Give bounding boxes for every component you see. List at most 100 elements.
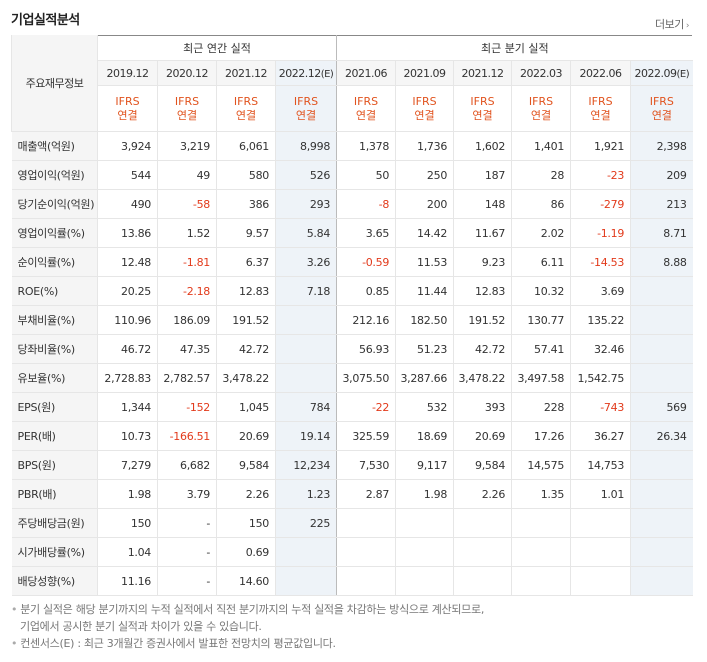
value-cell: 1,921 [570, 131, 631, 161]
value-cell [453, 566, 512, 596]
value-cell: 8.88 [630, 247, 693, 277]
row-label: 영업이익률(%) [11, 218, 98, 248]
value-cell: 12.48 [97, 247, 158, 277]
value-cell [630, 479, 693, 509]
value-cell: 2,728.83 [97, 363, 158, 393]
period-header: 2021.06 [336, 60, 396, 86]
value-cell: -22 [336, 392, 396, 422]
table-row: 당기순이익(억원) 490 -58 386 293 -8 200 148 86 -279 213 [11, 189, 693, 219]
value-cell: 2,782.57 [157, 363, 217, 393]
value-cell: 1.98 [395, 479, 454, 509]
value-cell: 191.52 [216, 305, 276, 335]
value-cell: 19.14 [274, 421, 337, 451]
table-row: 영업이익률(%) 13.86 1.52 9.57 5.84 3.65 14.42 11.67 2… [11, 218, 693, 248]
value-cell: -1.19 [570, 218, 631, 248]
ifrs-label: IFRS 연결 [157, 85, 217, 132]
value-cell: 46.72 [97, 334, 158, 364]
value-cell: 42.72 [216, 334, 276, 364]
value-cell: 7,530 [336, 450, 396, 480]
value-cell [630, 305, 693, 335]
value-cell: 9,584 [216, 450, 276, 480]
value-cell: 14.42 [395, 218, 454, 248]
period-header: 2019.12 [97, 60, 158, 86]
estimate-mark: (E) [676, 68, 690, 80]
value-cell: 3,287.66 [395, 363, 454, 393]
ifrs-label: IFRS 연결 [630, 85, 693, 132]
more-label: 더보기 [655, 18, 684, 31]
value-cell [453, 508, 512, 538]
value-cell [336, 566, 396, 596]
value-cell: -8 [336, 189, 396, 219]
value-cell: 36.27 [570, 421, 631, 451]
value-cell: 26.34 [630, 421, 693, 451]
more-link[interactable]: 더보기 › [655, 16, 690, 32]
table-row: 매출액(억원) 3,924 3,219 6,061 8,998 1,378 1,736 1,6… [11, 131, 693, 161]
value-cell [630, 276, 693, 306]
value-cell: 8,998 [274, 131, 337, 161]
value-cell: 1,542.75 [570, 363, 631, 393]
table-row: 순이익률(%) 12.48 -1.81 6.37 3.26 -0.59 11.53 9.23 6… [11, 247, 693, 277]
value-cell: 18.69 [395, 421, 454, 451]
value-cell: 7,279 [97, 450, 158, 480]
value-cell: 2.26 [453, 479, 512, 509]
row-label: ROE(%) [11, 276, 98, 306]
value-cell: 9,117 [395, 450, 454, 480]
ifrs-label: IFRS 연결 [511, 85, 571, 132]
value-cell: 526 [274, 160, 337, 190]
value-cell: 51.23 [395, 334, 454, 364]
footnote-1: • 분기 실적은 해당 분기까지의 누적 실적에서 직전 분기까지의 누적 실적을… [11, 603, 485, 616]
financial-table: 주요재무정보 최근 연간 실적 최근 분기 실적 2019.12 2020.12 2… [11, 35, 693, 596]
value-cell: 3.79 [157, 479, 217, 509]
ifrs-label: IFRS 연결 [395, 85, 454, 132]
value-cell: -58 [157, 189, 217, 219]
value-cell: - [157, 508, 217, 538]
table-row: PBR(배) 1.98 3.79 2.26 1.23 2.87 1.98 2.26 1.35 1.… [11, 479, 693, 509]
value-cell: 2.26 [216, 479, 276, 509]
table-row: PER(배) 10.73 -166.51 20.69 19.14 325.59 18.69 2… [11, 421, 693, 451]
row-label: 당좌비율(%) [11, 334, 98, 364]
value-cell: 14,575 [511, 450, 571, 480]
table-row: ROE(%) 20.25 -2.18 12.83 7.18 0.85 11.44 12.83 1… [11, 276, 693, 306]
value-cell: 386 [216, 189, 276, 219]
ifrs-label: IFRS 연결 [274, 85, 337, 132]
value-cell: 42.72 [453, 334, 512, 364]
value-cell: 49 [157, 160, 217, 190]
value-cell: -0.59 [336, 247, 396, 277]
value-cell: 532 [395, 392, 454, 422]
value-cell: 3.26 [274, 247, 337, 277]
ifrs-label: IFRS 연결 [216, 85, 276, 132]
table-row: 주당배당금(원) 150-150 225 [11, 508, 693, 538]
period-header: 2020.12 [157, 60, 217, 86]
value-cell: 86 [511, 189, 571, 219]
period-header: 2021.12 [216, 60, 276, 86]
value-cell [274, 363, 337, 393]
table-row: 부채비율(%) 110.96 186.09 191.52 212.16 182.50 191… [11, 305, 693, 335]
value-cell: 187 [453, 160, 512, 190]
value-cell: -23 [570, 160, 631, 190]
value-cell: 57.41 [511, 334, 571, 364]
value-cell: 56.93 [336, 334, 396, 364]
row-label: 매출액(억원) [11, 131, 98, 161]
value-cell: 1,736 [395, 131, 454, 161]
value-cell [630, 508, 693, 538]
value-cell: 9,584 [453, 450, 512, 480]
ifrs-label: IFRS 연결 [336, 85, 396, 132]
value-cell: 3,497.58 [511, 363, 571, 393]
row-label: 주당배당금(원) [11, 508, 98, 538]
value-cell: 3,478.22 [453, 363, 512, 393]
value-cell: 6,061 [216, 131, 276, 161]
value-cell: 209 [630, 160, 693, 190]
value-cell: 8.71 [630, 218, 693, 248]
section-title: 기업실적분석 [11, 13, 80, 28]
value-cell: -166.51 [157, 421, 217, 451]
value-cell: 1,344 [97, 392, 158, 422]
value-cell: 3,478.22 [216, 363, 276, 393]
value-cell: 1,602 [453, 131, 512, 161]
value-cell: 3,219 [157, 131, 217, 161]
value-cell: 3,924 [97, 131, 158, 161]
ifrs-label: IFRS 연결 [453, 85, 512, 132]
value-cell: 20.69 [216, 421, 276, 451]
footnotes: • 분기 실적은 해당 분기까지의 누적 실적에서 직전 분기까지의 누적 실적을… [11, 601, 484, 652]
period-header: 2022.06 [570, 60, 631, 86]
value-cell: 11.53 [395, 247, 454, 277]
